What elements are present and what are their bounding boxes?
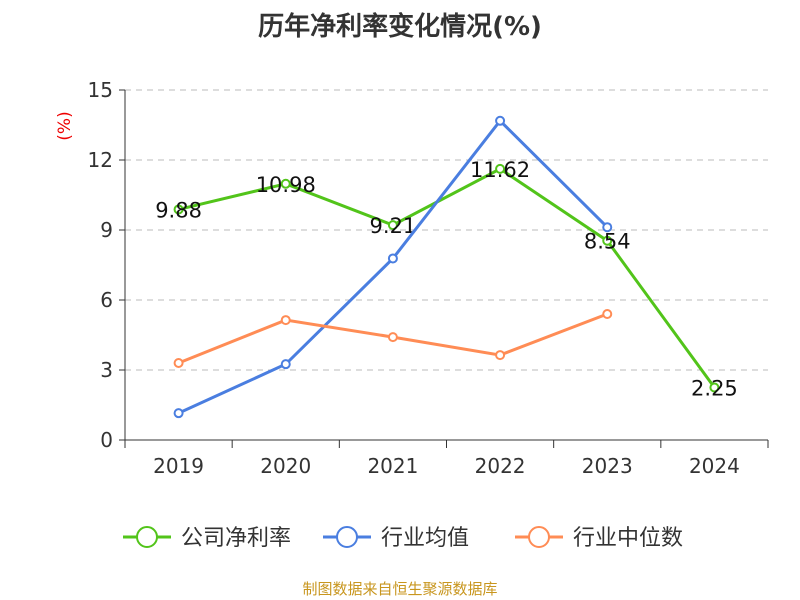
data-point (495, 350, 506, 361)
y-tick-label: 6 (100, 288, 113, 312)
data-point (173, 204, 184, 215)
data-point (173, 408, 184, 419)
y-axis-label: (%) (55, 111, 75, 140)
legend-label: 公司净利率 (181, 526, 291, 551)
data-point (602, 309, 613, 319)
data-point (280, 359, 291, 370)
series-line (178, 167, 716, 389)
data-label: 11.62 (470, 158, 530, 182)
source-note: 制图数据来自恒生聚源数据库 (302, 580, 498, 598)
x-tick-label: 2023 (582, 454, 633, 478)
data-point (709, 382, 720, 393)
legend-marker (136, 526, 158, 548)
data-point (387, 253, 398, 264)
y-tick-label: 9 (100, 218, 113, 242)
y-tick-label: 3 (100, 358, 113, 382)
chart-title: 历年净利率变化情况(%) (258, 12, 542, 42)
legend-label: 行业中位数 (573, 526, 683, 551)
x-tick-label: 2020 (260, 454, 311, 478)
legend-label: 行业均值 (381, 526, 469, 551)
series-line (177, 118, 609, 415)
data-point (387, 220, 398, 231)
y-tick-label: 15 (88, 78, 113, 102)
data-label: 2.25 (691, 377, 738, 401)
x-tick-label: 2019 (153, 454, 204, 478)
y-tick-label: 12 (88, 148, 113, 172)
data-point (280, 315, 291, 326)
data-point (387, 332, 398, 343)
data-label: 9.88 (155, 198, 202, 222)
x-tick-label: 2021 (367, 454, 418, 478)
data-label: 8.54 (584, 230, 631, 254)
y-tick-label: 0 (100, 428, 113, 452)
data-point (495, 115, 506, 126)
data-label: 10.98 (256, 173, 316, 197)
x-tick-label: 2022 (475, 454, 526, 478)
data-point (495, 163, 506, 174)
data-label: 9.21 (370, 214, 417, 238)
data-point (280, 178, 291, 189)
legend-marker (336, 526, 358, 548)
data-point (602, 222, 613, 233)
data-point (602, 235, 613, 246)
legend-marker (528, 526, 550, 548)
data-point (173, 358, 184, 368)
x-tick-label: 2024 (689, 454, 740, 478)
